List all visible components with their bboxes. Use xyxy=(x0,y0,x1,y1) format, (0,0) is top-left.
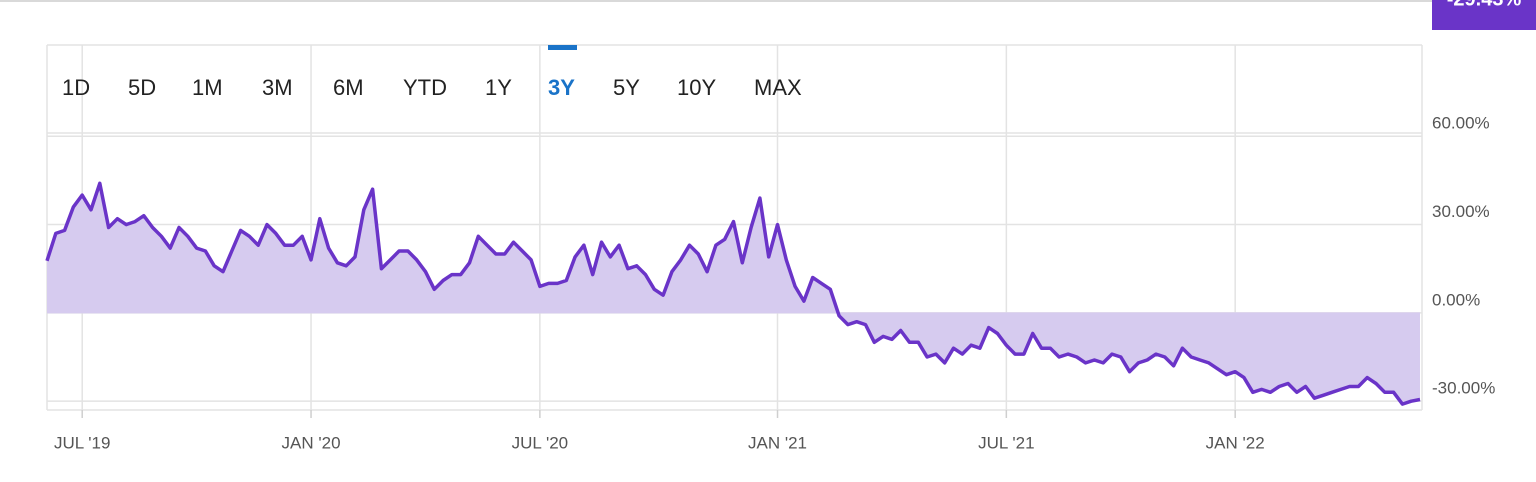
y-tick-label: -30.00% xyxy=(1432,379,1495,398)
range-button[interactable]: 1Y xyxy=(485,75,512,100)
x-tick-label: JAN '21 xyxy=(748,433,807,452)
area xyxy=(47,183,1420,405)
range-button[interactable]: YTD xyxy=(403,75,447,100)
top-border xyxy=(0,0,1536,2)
value-badge xyxy=(1432,0,1536,30)
range-button[interactable]: 10Y xyxy=(677,75,716,100)
selected-indicator xyxy=(548,45,577,50)
x-tick-label: JUL '19 xyxy=(54,433,110,452)
line xyxy=(45,181,1421,406)
y-tick-label: 30.00% xyxy=(1432,202,1490,221)
range-button[interactable]: 5D xyxy=(128,75,156,100)
value-badge-label: -29.43% xyxy=(1447,0,1522,10)
x-tick-label: JAN '22 xyxy=(1206,433,1265,452)
y-tick-label: 60.00% xyxy=(1432,114,1490,133)
range-button[interactable]: 3Y xyxy=(548,75,575,100)
range-button[interactable]: MAX xyxy=(754,75,802,100)
range-button[interactable]: 1D xyxy=(62,75,90,100)
range-button[interactable]: 6M xyxy=(333,75,364,100)
y-tick-label: 0.00% xyxy=(1432,290,1480,309)
x-tick-label: JUL '20 xyxy=(512,433,568,452)
range-button[interactable]: 1M xyxy=(192,75,223,100)
x-tick-label: JUL '21 xyxy=(978,433,1034,452)
range-button[interactable]: 3M xyxy=(262,75,293,100)
range-button[interactable]: 5Y xyxy=(613,75,640,100)
x-tick-label: JAN '20 xyxy=(282,433,341,452)
